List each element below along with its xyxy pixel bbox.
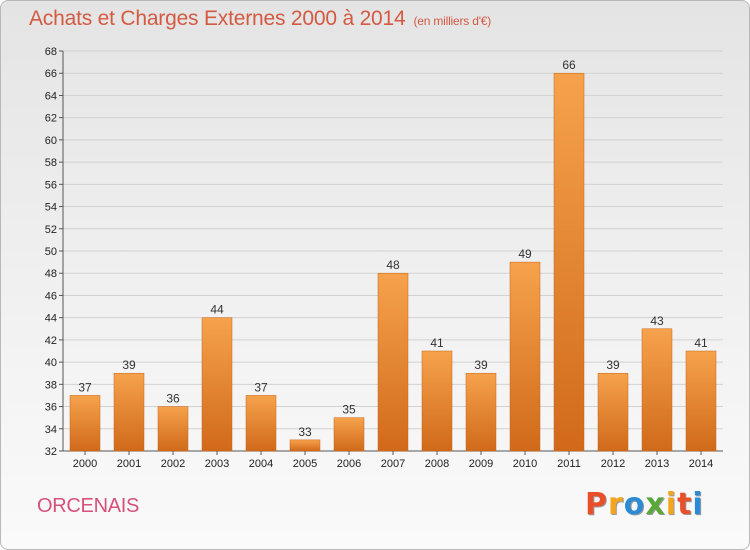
value-label: 39	[474, 358, 488, 372]
logo-letter: o	[623, 487, 646, 522]
town-name: ORCENAIS	[37, 495, 140, 517]
proxiti-logo[interactable]: Proxiti	[585, 487, 704, 522]
x-tick-label: 2006	[337, 458, 361, 470]
x-tick-label: 2014	[689, 458, 713, 470]
y-tick-label: 46	[45, 290, 57, 302]
bar[interactable]	[421, 350, 453, 452]
value-label: 39	[606, 358, 620, 372]
y-tick-label: 54	[45, 202, 57, 214]
x-tick-label: 2001	[117, 458, 141, 470]
bar[interactable]	[113, 372, 145, 452]
y-tick-label: 44	[45, 313, 57, 325]
value-label: 35	[342, 403, 356, 417]
x-tick-label: 2011	[557, 458, 581, 470]
bar[interactable]	[553, 72, 585, 452]
value-label: 66	[562, 58, 576, 72]
value-label: 36	[166, 392, 180, 406]
bar[interactable]	[685, 350, 717, 452]
y-tick-label: 32	[45, 446, 57, 458]
x-tick-label: 2009	[469, 458, 493, 470]
y-tick-label: 50	[45, 246, 57, 258]
bar[interactable]	[201, 317, 233, 452]
y-tick-label: 66	[45, 68, 57, 80]
logo-letter: i	[692, 487, 704, 522]
y-tick-label: 62	[45, 113, 57, 125]
bar[interactable]	[641, 328, 673, 452]
logo-letter: x	[645, 487, 666, 522]
y-tick-label: 64	[45, 90, 57, 102]
value-label: 41	[430, 336, 444, 350]
x-tick-label: 2007	[381, 458, 405, 470]
logo-letter: r	[608, 487, 624, 522]
x-tick-label: 2004	[249, 458, 273, 470]
x-tick-label: 2000	[73, 458, 97, 470]
value-label: 37	[78, 380, 92, 394]
y-tick-label: 38	[45, 379, 57, 391]
y-tick-label: 68	[45, 46, 57, 58]
bar[interactable]	[465, 372, 497, 452]
bar[interactable]	[333, 417, 365, 452]
bar[interactable]	[377, 272, 409, 452]
y-tick-label: 36	[45, 402, 57, 414]
value-label: 41	[694, 336, 708, 350]
x-tick-label: 2008	[425, 458, 449, 470]
bar[interactable]	[509, 261, 541, 452]
chart-title: Achats et Charges Externes 2000 à 2014 (e…	[29, 7, 491, 31]
logo-letter: t	[677, 487, 693, 522]
value-label: 39	[122, 358, 136, 372]
bar[interactable]	[245, 395, 277, 452]
y-tick-label: 52	[45, 224, 57, 236]
y-tick-label: 34	[45, 424, 57, 436]
y-tick-label: 58	[45, 157, 57, 169]
logo-letter: i	[665, 487, 678, 522]
bar[interactable]	[289, 439, 321, 452]
value-label: 48	[386, 258, 400, 272]
bar[interactable]	[157, 406, 189, 452]
value-label: 37	[254, 380, 268, 394]
y-tick-label: 56	[45, 179, 57, 191]
x-tick-label: 2005	[293, 458, 317, 470]
value-label: 43	[650, 314, 664, 328]
logo-letter: P	[585, 487, 608, 522]
value-label: 33	[298, 425, 312, 439]
x-tick-label: 2003	[205, 458, 229, 470]
value-labels: 37 39 36 44 37 33 35 48 41 39 49 66 39 43 41	[78, 58, 708, 439]
y-tick-label: 40	[45, 357, 57, 369]
value-label: 49	[518, 247, 532, 261]
value-label: 44	[210, 303, 224, 317]
x-tick-label: 2010	[513, 458, 537, 470]
y-tick-label: 42	[45, 335, 57, 347]
y-tick-label: 48	[45, 268, 57, 280]
x-tick-label: 2013	[645, 458, 669, 470]
chart-title-text: Achats et Charges Externes 2000 à 2014	[29, 7, 406, 30]
bars	[69, 72, 717, 452]
chart-subtitle: (en milliers d'€)	[413, 14, 492, 28]
bar[interactable]	[69, 395, 101, 452]
y-tick-label: 60	[45, 135, 57, 147]
bar[interactable]	[597, 372, 629, 452]
x-tick-label: 2002	[161, 458, 185, 470]
x-tick-label: 2012	[601, 458, 625, 470]
